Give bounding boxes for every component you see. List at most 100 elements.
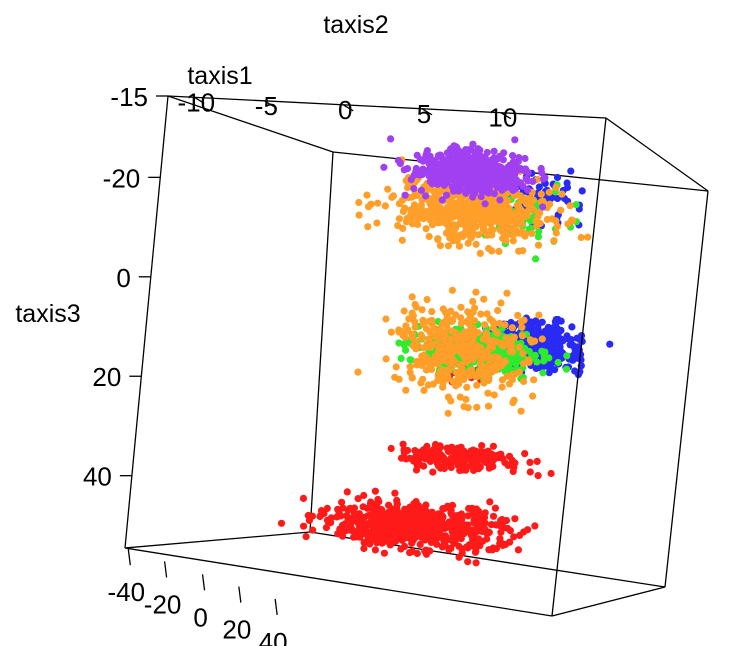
data-point — [509, 399, 517, 407]
data-point — [462, 224, 470, 232]
data-point — [497, 359, 505, 367]
data-point — [428, 533, 436, 542]
data-point — [418, 334, 426, 342]
data-point — [508, 462, 516, 470]
data-point — [465, 200, 473, 208]
data-point — [573, 354, 581, 362]
data-point — [373, 526, 381, 534]
data-point — [412, 466, 421, 474]
data-point — [501, 321, 509, 329]
data-point — [553, 222, 562, 230]
data-point — [507, 336, 515, 344]
data-point — [434, 214, 442, 222]
tick-mark-taxis1 — [264, 100, 275, 108]
data-point — [461, 455, 469, 463]
data-point — [557, 317, 565, 325]
data-point — [471, 148, 479, 156]
data-point — [478, 513, 486, 521]
data-point — [445, 546, 453, 554]
tick-label-taxis3: -15 — [110, 82, 148, 112]
data-point — [441, 524, 449, 532]
data-point — [482, 207, 490, 215]
data-point — [526, 468, 534, 476]
data-point — [528, 196, 536, 204]
data-point — [566, 341, 574, 349]
data-point — [456, 393, 464, 401]
data-point — [483, 535, 491, 543]
data-point — [469, 535, 477, 543]
data-point — [434, 235, 442, 243]
data-point — [471, 331, 479, 339]
data-point — [473, 381, 481, 389]
data-point — [488, 368, 496, 376]
data-point — [461, 159, 469, 168]
data-point — [544, 323, 552, 331]
tick-label-taxis3: 40 — [83, 462, 112, 492]
tick-label-taxis2: 20 — [222, 615, 251, 645]
data-point — [437, 369, 445, 377]
data-point — [457, 510, 466, 518]
data-point — [452, 529, 460, 538]
data-point — [343, 488, 351, 496]
data-point — [344, 514, 352, 523]
data-point — [563, 352, 571, 360]
data-point — [395, 326, 403, 334]
data-point — [322, 524, 330, 532]
data-point — [555, 343, 563, 351]
data-point — [493, 521, 501, 529]
tick-label-taxis1: 0 — [338, 95, 352, 125]
tick-mark-taxis2 — [201, 574, 206, 591]
data-point — [474, 507, 483, 515]
tick-label-taxis1: 10 — [488, 103, 517, 133]
data-point — [548, 331, 556, 339]
data-point — [474, 214, 482, 223]
data-point — [454, 155, 462, 163]
data-point — [488, 247, 496, 255]
data-point — [436, 242, 444, 250]
data-point — [457, 447, 465, 456]
data-point — [391, 509, 399, 517]
data-point — [489, 451, 497, 459]
data-point — [451, 225, 459, 233]
data-point — [407, 214, 415, 223]
data-point — [413, 549, 421, 558]
data-point — [478, 442, 486, 450]
data-point — [380, 549, 388, 557]
data-point — [509, 467, 517, 475]
data-point — [513, 179, 521, 187]
data-point — [426, 216, 434, 224]
data-point — [407, 208, 415, 216]
data-point — [546, 200, 554, 208]
data-point — [534, 233, 543, 241]
data-point — [417, 206, 425, 214]
data-point — [494, 454, 502, 462]
data-point — [367, 498, 375, 506]
data-point — [509, 237, 517, 245]
data-point — [444, 242, 452, 250]
data-point — [431, 352, 439, 360]
data-point — [469, 297, 477, 306]
data-point — [360, 539, 368, 547]
data-point — [412, 164, 420, 173]
box-edge-bottom-front — [124, 547, 553, 617]
data-point — [439, 513, 447, 521]
data-point — [498, 339, 506, 347]
data-point — [399, 224, 407, 232]
data-point — [423, 296, 431, 304]
data-point — [545, 369, 553, 377]
data-point — [554, 358, 562, 367]
data-point — [425, 232, 433, 241]
data-point — [508, 374, 516, 382]
data-point — [375, 498, 383, 506]
data-point — [443, 191, 451, 199]
data-point — [541, 174, 549, 182]
data-point — [433, 533, 442, 541]
data-point — [346, 504, 354, 512]
data-point — [384, 185, 392, 193]
data-point — [400, 445, 408, 454]
data-point — [411, 318, 419, 326]
data-point — [510, 533, 518, 541]
data-point — [447, 307, 455, 315]
data-point — [305, 516, 313, 525]
